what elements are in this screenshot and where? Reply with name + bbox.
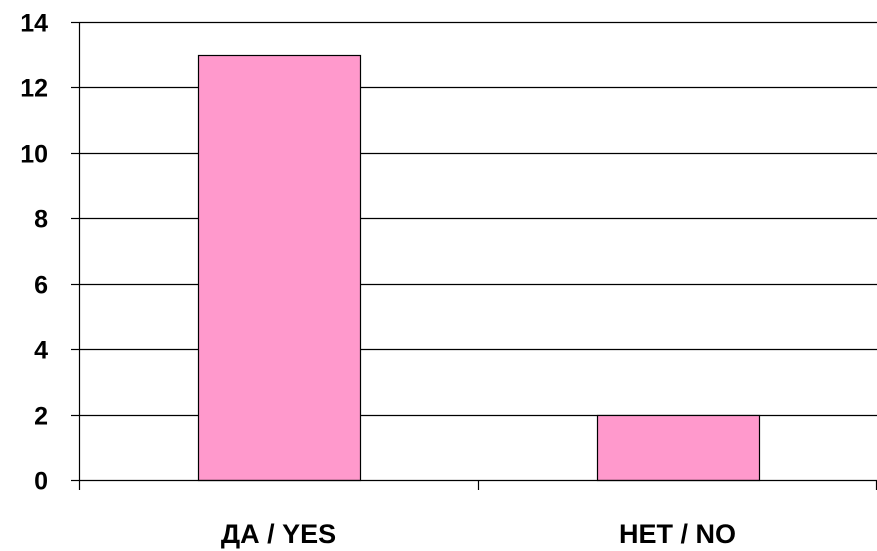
x-category-label: ДА / YES [221, 519, 336, 549]
y-tick-label: 12 [20, 75, 48, 103]
y-tick-label: 10 [20, 141, 48, 169]
y-tick-label: 8 [34, 206, 48, 234]
bar [197, 54, 362, 482]
y-tick-label: 2 [34, 403, 48, 431]
axes [71, 21, 877, 490]
bar [596, 414, 761, 482]
y-tick-labels: 0 2 4 6 8 10 12 14 [20, 10, 48, 496]
y-tick-label: 14 [20, 10, 48, 38]
y-tick-label: 4 [34, 337, 48, 365]
category-labels: ДА / YES НЕТ / NO [221, 519, 736, 549]
x-category-label: НЕТ / NO [619, 519, 736, 549]
y-tick-label: 6 [34, 272, 48, 300]
y-tick-label: 0 [34, 468, 48, 496]
bars [197, 54, 761, 482]
